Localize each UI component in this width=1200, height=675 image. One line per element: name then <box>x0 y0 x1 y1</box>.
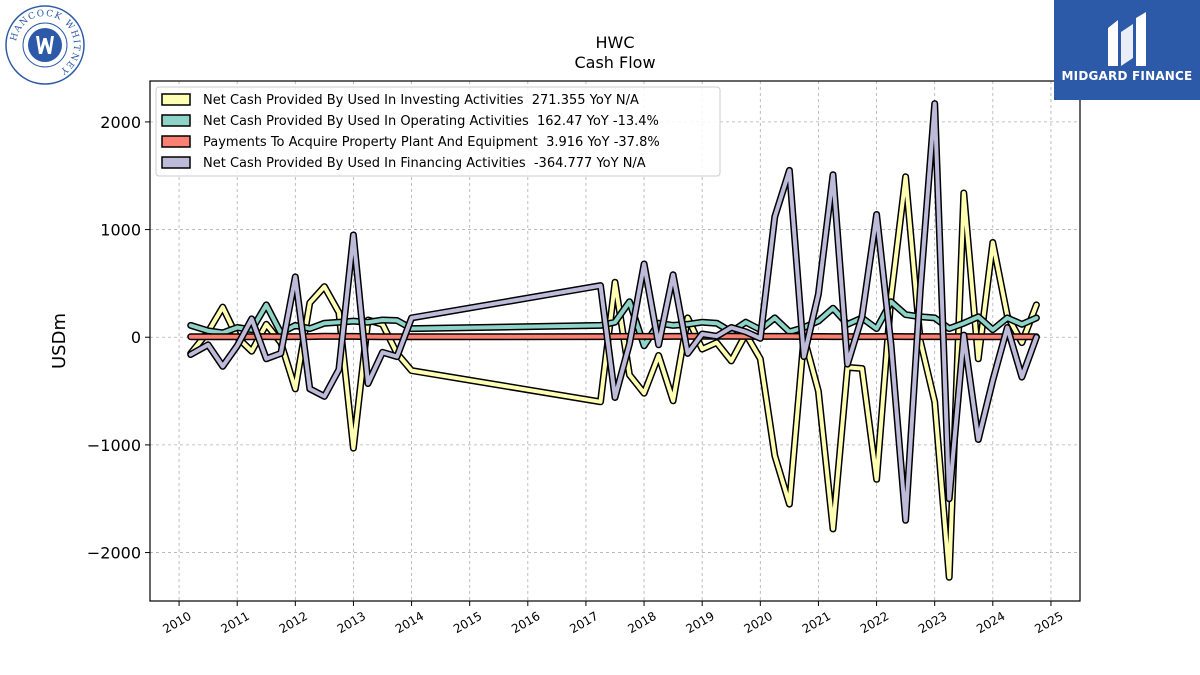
x-tick-label: 2013 <box>335 609 368 636</box>
x-tick-label: 2025 <box>1032 609 1065 636</box>
legend-label-investing: Net Cash Provided By Used In Investing A… <box>203 93 639 108</box>
legend-label-capex: Payments To Acquire Property Plant And E… <box>203 135 660 150</box>
legend-box <box>155 86 721 177</box>
midgard-finance-mark-icon <box>1108 12 1146 66</box>
legend-swatch-operating <box>161 114 191 127</box>
midgard-finance-wordmark: MIDGARD FINANCE <box>1061 69 1193 83</box>
x-tick-label: 2022 <box>858 609 891 636</box>
chart-subtitle: Cash Flow <box>574 53 655 72</box>
series-lines <box>187 100 1040 581</box>
plot-frame <box>149 80 1081 602</box>
x-tick-label: 2019 <box>683 609 716 636</box>
legend-swatch-capex <box>161 135 191 148</box>
x-tick-label: 2014 <box>393 609 426 636</box>
x-tick-label: 2012 <box>277 609 310 636</box>
y-tick-label: −2000 <box>87 544 141 563</box>
series-line-capex <box>188 334 1039 339</box>
axes: 2010 2011 2012 2013 2014 2015 2016 2017 2018 2019… <box>87 113 1066 636</box>
y-axis-label: USDm <box>49 313 70 369</box>
x-tick-label: 2016 <box>509 609 542 636</box>
x-tick-label: 2010 <box>160 609 193 636</box>
series-line-financing <box>188 101 1039 523</box>
x-tick-label: 2024 <box>974 609 1007 636</box>
y-tick-label: −1000 <box>87 436 141 455</box>
legend-label-operating: Net Cash Provided By Used In Operating A… <box>203 114 659 129</box>
x-tick-label: 2015 <box>451 609 484 636</box>
y-tick-label: 0 <box>131 328 141 347</box>
midgard-finance-logo: MIDGARD FINANCE <box>1054 0 1200 100</box>
x-tick-label: 2018 <box>625 609 658 636</box>
legend-label-financing: Net Cash Provided By Used In Financing A… <box>203 156 646 171</box>
x-tick-label: 2017 <box>567 609 600 636</box>
chart-title: HWC <box>595 33 634 52</box>
hancock-whitney-logo: HANCOCK WHITNEY <box>4 4 86 86</box>
legend-swatch-financing <box>161 156 191 169</box>
x-tick-label: 2023 <box>916 609 949 636</box>
legend: Net Cash Provided By Used In Investing A… <box>155 86 721 177</box>
x-tick-label: 2011 <box>218 609 251 636</box>
x-tick-label: 2020 <box>742 609 775 636</box>
x-tick-label: 2021 <box>800 609 833 636</box>
hancock-whitney-seal-icon: HANCOCK WHITNEY <box>5 5 85 85</box>
y-tick-label: 1000 <box>100 221 141 240</box>
y-tick-label: 2000 <box>100 113 141 132</box>
legend-swatch-investing <box>161 93 191 106</box>
